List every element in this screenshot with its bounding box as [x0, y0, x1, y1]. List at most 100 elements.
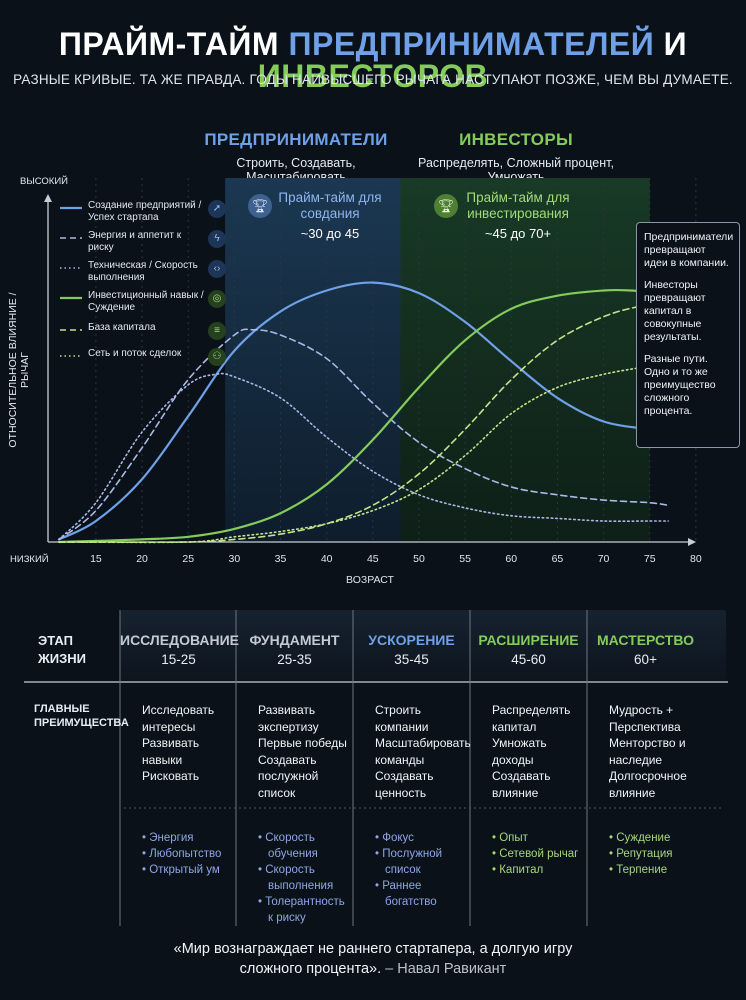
- legend-swatch: [60, 355, 82, 357]
- stage-traits: • Энергия • Любопытство • Открытый ум: [142, 830, 235, 878]
- stage-label: ЭТАП ЖИЗНИ: [38, 632, 86, 668]
- series-line-1: [58, 328, 669, 541]
- stage-traits: • Фокус • Послужной список • Раннее богатс…: [375, 830, 468, 910]
- trait-item: • Послужной список: [375, 848, 443, 876]
- prime-band-1: [400, 178, 650, 542]
- x-tick-label: 30: [228, 553, 241, 565]
- x-tick-label: 55: [459, 553, 471, 565]
- series-line-5: [58, 365, 669, 544]
- advantage-line: Масштабировать: [375, 736, 471, 750]
- legend-swatch: [60, 206, 82, 210]
- stage-advantages: Развивать экспертизу Первые победы Создават…: [258, 702, 349, 801]
- trait-item: • Репутация: [609, 848, 673, 860]
- legend-item: Создание предприятий / Успех стартапа ➚: [60, 200, 230, 223]
- series-line-2: [58, 372, 669, 541]
- advantage-line: ценность: [375, 785, 427, 800]
- stage-name: МАСТЕРСТВО: [596, 632, 695, 648]
- advantage-line: наследие: [609, 752, 663, 767]
- x-tick-label: 60: [505, 553, 518, 565]
- page-title: ПРАЙМ-ТАЙМ ПРЕДПРИНИМАТЕЛЕЙ И ИНВЕСТОРОВ: [0, 28, 746, 92]
- note-box: Предприниматели превращают идеи в компан…: [636, 222, 740, 448]
- stage-column: РАСШИРЕНИЕ 45-60 Распределять капитал Умножа…: [470, 610, 587, 926]
- advantage-line: Развивать: [142, 736, 200, 750]
- stage-name: ИССЛЕДОВАНИЕ: [120, 632, 239, 648]
- note-investors: Инвесторы превращают капитал в совокупны…: [644, 279, 706, 343]
- advantage-line: Исследовать: [142, 703, 215, 717]
- stage-label-line-2: ЖИЗНИ: [38, 651, 86, 666]
- advantage-line: экспертизу: [258, 719, 319, 734]
- x-tick-label: 15: [90, 553, 102, 565]
- stage-advantages: Мудрость + Перспектива Менторство и наследи…: [609, 702, 700, 801]
- legend-swatch: [60, 237, 82, 239]
- advantage-line: интересы: [142, 719, 196, 734]
- prime-build-label: Прайм-тайм для совдания: [278, 190, 382, 221]
- table-frame: [24, 610, 728, 926]
- x-tick-label: 35: [274, 553, 287, 565]
- x-tick-label: 80: [690, 553, 702, 565]
- trait-item: • Сетевой рычаг: [492, 848, 579, 860]
- x-tick-label: 25: [182, 553, 195, 565]
- trait-item: • Открытый ум: [142, 864, 220, 876]
- trait-item: • Суждение: [609, 832, 671, 844]
- advantage-line: Создавать: [258, 752, 317, 767]
- x-tick-label: 70: [597, 553, 610, 565]
- stage-age: 35-45: [394, 652, 429, 667]
- x-axis-arrow: [688, 538, 696, 546]
- advantage-line: список: [258, 785, 296, 800]
- title-part-2: ПРЕДПРИНИМАТЕЛЕЙ: [288, 26, 655, 62]
- advantage-line: Долгосрочное: [609, 769, 687, 783]
- quote-line-2: сложного процента».: [239, 961, 382, 977]
- legend-label: Создание предприятий / Успех стартапа: [88, 200, 202, 223]
- x-tick-label: 65: [551, 553, 564, 565]
- note-entrepreneurs: Предприниматели превращают идеи в компан…: [644, 231, 734, 269]
- life-stages-table: ЭТАП ЖИЗНИ ГЛАВНЫЕ ПРЕИМУЩЕСТВА ИССЛЕДОВ…: [16, 610, 736, 926]
- stage-traits: • Опыт • Сетевой рычаг • Капитал: [492, 830, 585, 878]
- chart-canvas: [44, 178, 697, 546]
- note-summary: Разные пути. Одно и то же преимущество с…: [644, 353, 716, 417]
- stage-advantages: Распределять капитал Умножать доходы Создава…: [492, 702, 583, 801]
- trait-item: • Скорость выполнения: [258, 864, 334, 892]
- stage-age: 60+: [634, 652, 657, 667]
- stage-name: ФУНДАМЕНТ: [249, 632, 340, 648]
- trait-item: • Любопытство: [142, 848, 222, 860]
- quote: «Мир вознаграждает не раннего стартапера…: [0, 939, 746, 979]
- trophy-icon-green: 🏆︎: [434, 194, 458, 218]
- advantage-line: компании: [375, 719, 429, 734]
- title-part-1: ПРАЙМ-ТАЙМ: [58, 26, 280, 62]
- advantages-label-line-1: ГЛАВНЫЕ: [34, 703, 90, 715]
- advantage-line: Рисковать: [142, 769, 200, 783]
- advantages-label: ГЛАВНЫЕ ПРЕИМУЩЕСТВА: [34, 702, 129, 730]
- trait-item: • Толерантность к риску: [258, 896, 345, 924]
- rocket-icon: ➚: [208, 200, 226, 218]
- advantage-line: послужной: [258, 769, 319, 783]
- title-part-4: ИНВЕСТОРОВ: [257, 58, 489, 94]
- series-line-0: [57, 281, 670, 541]
- stage-name: УСКОРЕНИЕ: [368, 632, 455, 648]
- stage-column: МАСТЕРСТВО 60+ Мудрость + Перспектива Ментор…: [587, 610, 704, 926]
- stage-column: ФУНДАМЕНТ 25-35 Развивать экспертизу Первые …: [236, 610, 353, 926]
- advantage-line: Умножать: [492, 736, 547, 750]
- x-tick-label: 20: [136, 553, 148, 565]
- legend-label: Техническая / Скорость выполнения: [88, 260, 198, 283]
- quote-author: – Навал Равикант: [385, 961, 507, 977]
- advantage-line: капитал: [492, 719, 537, 734]
- trait-item: • Терпение: [609, 864, 668, 876]
- y-high-label: ВЫСОКИЙ: [20, 176, 68, 187]
- stage-label-line-1: ЭТАП: [38, 633, 73, 648]
- prime-invest-label: Прайм-тайм для инвестирования: [466, 190, 570, 221]
- prime-time-build-box: Прайм-тайм для совдания ~30 до 45: [260, 190, 400, 241]
- y-axis-label: ОТНОСИТЕЛЬНОЕ ВЛИЯНИЕ / РЫЧАГ: [7, 292, 31, 448]
- legend-swatch: [60, 329, 82, 331]
- series-line-4: [58, 302, 669, 543]
- advantage-line: Распределять: [492, 703, 571, 717]
- entrepreneurs-header: ПРЕДПРИНИМАТЕЛИ Строить, Создавать, Масш…: [196, 130, 396, 184]
- x-tick-label: 45: [366, 553, 379, 565]
- stage-advantages: Исследовать интересы Развивать навыки Рисков…: [142, 702, 233, 785]
- advantage-line: Создавать: [375, 769, 434, 783]
- advantage-line: Строить: [375, 703, 421, 717]
- y-axis-arrow: [44, 194, 52, 202]
- stage-age: 45-60: [511, 652, 546, 667]
- stage-traits: • Скорость обучения • Скорость выполнения…: [258, 830, 351, 926]
- bolt-icon: ϟ: [208, 230, 226, 248]
- y-low-label: НИЗКИЙ: [10, 554, 49, 565]
